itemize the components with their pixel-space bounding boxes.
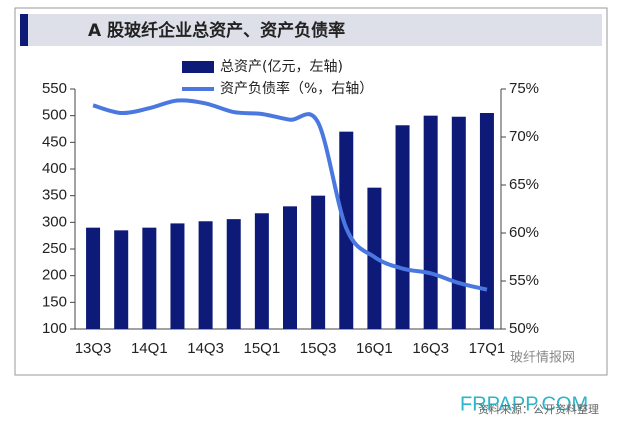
bar [114,230,129,329]
bar [198,221,213,329]
bar [283,206,297,329]
bar [451,116,466,329]
y-tick-label: 300 [42,213,67,230]
y-tick-label: 550 [42,80,67,97]
y2-tick-label: 75% [509,80,539,97]
x-tick-label: 16Q3 [412,340,449,357]
y-tick-label: 100 [42,320,67,337]
y2-tick-label: 55% [509,272,539,289]
x-tick-label: 14Q3 [187,340,224,357]
legend-swatch [182,61,214,73]
line [92,98,488,292]
y-tick-label: 350 [42,187,67,204]
bar [395,125,410,330]
chart-title: A 股玻纤企业总资产、资产负债率 [88,20,345,41]
legend-label: 总资产(亿元，左轴) [220,59,343,75]
y-tick-label: 450 [42,133,67,150]
title-bar [28,14,602,46]
watermark: 玻纤情报网 [510,351,575,366]
y2-tick-label: 70% [509,128,539,145]
y-tick-label: 150 [42,293,67,310]
y-tick-label: 500 [42,107,67,124]
x-tick-label: 13Q3 [75,340,112,357]
y2-tick-label: 65% [509,176,539,193]
bar [479,113,494,329]
x-tick-label: 14Q1 [131,340,168,357]
y-tick-label: 200 [42,267,67,284]
legend-label: 资产负债率（%，右轴） [220,80,373,97]
watermark: FRPAPP.COM [460,393,588,415]
x-tick-label: 17Q1 [469,340,506,357]
x-tick-label: 16Q1 [356,340,393,357]
bar [254,213,269,329]
y-tick-label: 250 [42,240,67,257]
frame [14,7,608,376]
bar [226,219,241,329]
x-tick-label: 15Q1 [244,340,281,357]
y2-tick-label: 60% [509,224,539,241]
bar [86,227,101,329]
x-tick-label: 15Q3 [300,340,337,357]
title-block [20,14,28,46]
watermark: 资料来源：公开资料整理 [478,402,599,416]
bar [423,115,438,330]
bar [311,195,326,329]
y-tick-label: 400 [42,160,67,177]
y2-tick-label: 50% [509,320,539,337]
bar [142,227,157,329]
bar [170,223,185,329]
